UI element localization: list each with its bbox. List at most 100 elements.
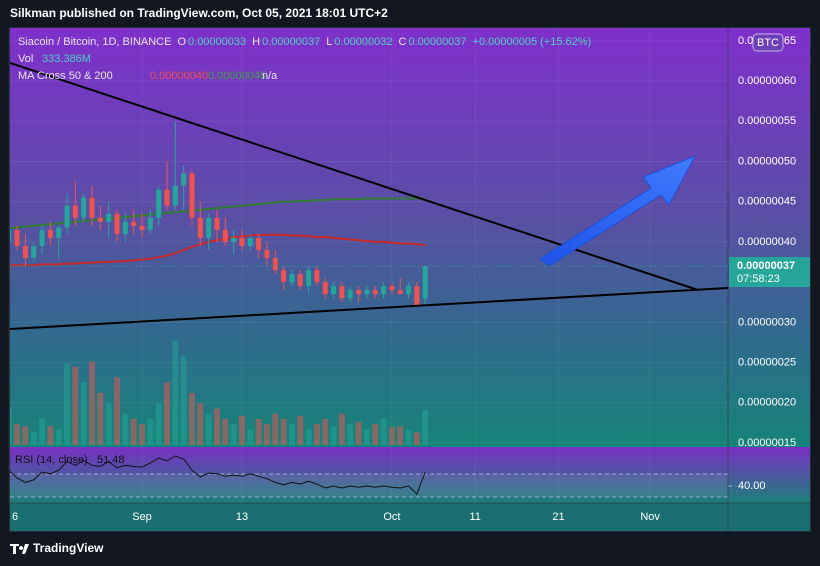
x-tick-label: 6 (12, 511, 18, 523)
price-axis (728, 28, 810, 445)
y-tick-label: 0.00000060 (738, 75, 796, 87)
ma-name: MA Cross 50 & 200 (18, 70, 113, 82)
candle-body (364, 290, 370, 295)
volume-bar (297, 415, 304, 445)
volume-bar (355, 422, 362, 445)
volume-bar (397, 426, 404, 445)
candle-body (97, 217, 103, 222)
ma-extra: n/a (262, 70, 278, 82)
candle-body (39, 229, 45, 246)
volume-bar (30, 432, 37, 445)
volume-bar (72, 366, 79, 445)
volume-bar (114, 377, 121, 445)
volume-bar (305, 429, 312, 445)
candle-body (372, 290, 378, 295)
legend-value: 0.00000033 (188, 36, 246, 48)
candle-body (422, 266, 428, 299)
volume-bar (180, 356, 187, 445)
volume-bar (313, 424, 320, 445)
logo-icon (10, 544, 29, 554)
x-tick-label: 13 (236, 511, 248, 523)
candle-body (122, 221, 128, 234)
x-tick-label: Nov (640, 511, 660, 523)
volume-bar (388, 427, 395, 445)
candle-body (222, 229, 228, 242)
rsi-layer (10, 455, 426, 495)
rsi-pane (10, 447, 728, 503)
volume-bar (47, 426, 54, 445)
candle-body (264, 249, 270, 259)
volume-bar (363, 429, 370, 445)
volume-layer (10, 340, 429, 445)
legend-key: H (252, 36, 260, 48)
candle-body (64, 205, 70, 228)
candle-body (139, 225, 145, 230)
x-tick-label: Sep (132, 511, 152, 523)
trend-line (10, 62, 699, 291)
candle-body (331, 286, 337, 295)
volume-bar (372, 424, 379, 445)
brand: TradingView (33, 541, 104, 555)
publisher: Silkman published on TradingView.com, Oc… (10, 6, 388, 20)
volume-bar (122, 413, 129, 445)
volume-value: 333.386M (42, 53, 91, 65)
price-label: 0.00000037 (737, 260, 795, 272)
volume-bar (64, 363, 71, 445)
candle-body (172, 185, 178, 206)
candle-body (56, 227, 62, 238)
volume-bar (338, 413, 345, 445)
volume-bar (222, 418, 229, 445)
candle-body (47, 229, 53, 238)
candle-body (297, 274, 303, 287)
rsi-name: RSI (14, close) (15, 454, 88, 466)
rsi-tick-label: 40.00 (738, 480, 766, 492)
candle-layer (10, 121, 728, 307)
volume-bar (10, 408, 12, 445)
volume-bar (280, 418, 287, 445)
volume-bar (380, 418, 387, 445)
volume-bar (405, 429, 412, 445)
volume-bar (263, 424, 270, 445)
candle-body (289, 274, 295, 283)
candle-body (114, 213, 120, 234)
pane-divider (10, 445, 810, 447)
y-tick-label: 0.00000045 (738, 196, 796, 208)
y-tick-label: 0.00000055 (738, 115, 796, 127)
legend-value: 0.00000037 (262, 36, 320, 48)
legend-change: +0.00000005 (+15.62%) (473, 36, 592, 48)
price-label-box (729, 257, 810, 288)
y-tick-label: 0.00000050 (738, 155, 796, 167)
candle-body (147, 217, 153, 230)
ma-value: 0.00000045 (208, 70, 266, 82)
candle-body (22, 245, 28, 259)
trend-line (10, 287, 728, 330)
volume-bar (39, 418, 46, 445)
volume-bar (22, 426, 29, 445)
ma-value: 0.00000040 (150, 70, 208, 82)
candle-body (397, 290, 403, 295)
candle-body (189, 173, 195, 218)
y-tick-label: 0.00000040 (738, 236, 796, 248)
candle-body (206, 217, 212, 238)
brand-logo: TradingView (10, 541, 104, 555)
candle-body (164, 189, 170, 206)
volume-bar (14, 424, 21, 445)
volume-bar (155, 403, 162, 445)
volume-bar (105, 403, 112, 445)
candle-body (89, 197, 95, 218)
currency-badge[interactable] (752, 33, 784, 52)
volume-bar (55, 429, 62, 445)
volume-bar (255, 418, 262, 445)
volume-bar (197, 403, 204, 445)
legend-key: L (326, 36, 332, 48)
rsi-value: 51.48 (97, 454, 125, 466)
candle-body (381, 286, 387, 295)
candle-body (306, 270, 312, 287)
y-tick-label: 0.00000015 (738, 437, 796, 449)
x-tick-label: 11 (469, 511, 480, 523)
symbol-title: Siacoin / Bitcoin, 1D, BINANCE (18, 36, 171, 48)
volume-bar (139, 424, 145, 445)
candle-body (106, 213, 112, 222)
candle-body (81, 197, 87, 218)
